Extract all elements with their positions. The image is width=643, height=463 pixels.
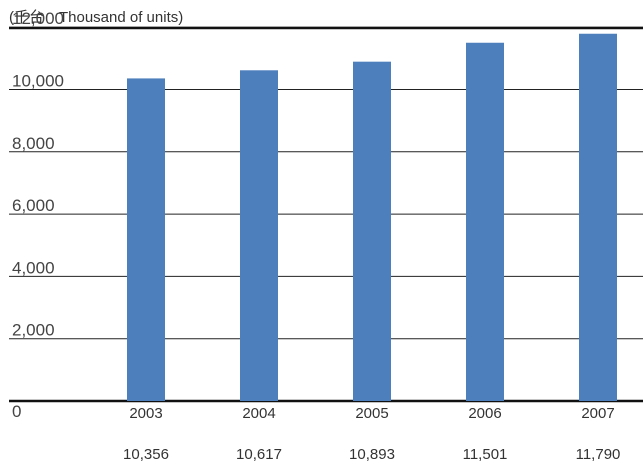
data-label-2006: 11,501 [463,446,508,463]
y-axis-tick-labels: 0 2,000 4,000 6,000 8,000 10,000 12,000 [12,9,64,421]
y-tick-label: 0 [12,402,21,421]
bars [127,33,617,402]
category-label-2007: 2007 [581,405,614,422]
data-label-2004: 10,617 [236,446,282,463]
bar-2006 [466,42,504,402]
data-label-2003: 10,356 [123,446,169,463]
data-labels: 10,356 10,617 10,893 11,501 11,790 [123,446,620,463]
category-label-2004: 2004 [242,405,275,422]
y-tick-label: 6,000 [12,196,55,215]
category-label-2005: 2005 [355,405,388,422]
bar-2004 [240,70,278,401]
category-label-2006: 2006 [468,405,501,422]
y-tick-label: 10,000 [12,72,64,91]
category-label-2003: 2003 [129,405,162,422]
gridlines [9,26,643,403]
bar-2003 [127,78,165,402]
unit-label: (千台 Thousand of units) [9,9,184,26]
data-label-2007: 11,790 [576,446,621,463]
bar-2005 [353,61,391,402]
y-tick-label: 12,000 [12,9,64,28]
y-tick-label: 2,000 [12,321,55,340]
y-tick-label: 4,000 [12,258,55,277]
x-axis-category-labels: 2003 2004 2005 2006 2007 [129,405,614,422]
data-label-2005: 10,893 [349,446,395,463]
bar-2007 [579,33,617,401]
y-tick-label: 8,000 [12,134,55,153]
